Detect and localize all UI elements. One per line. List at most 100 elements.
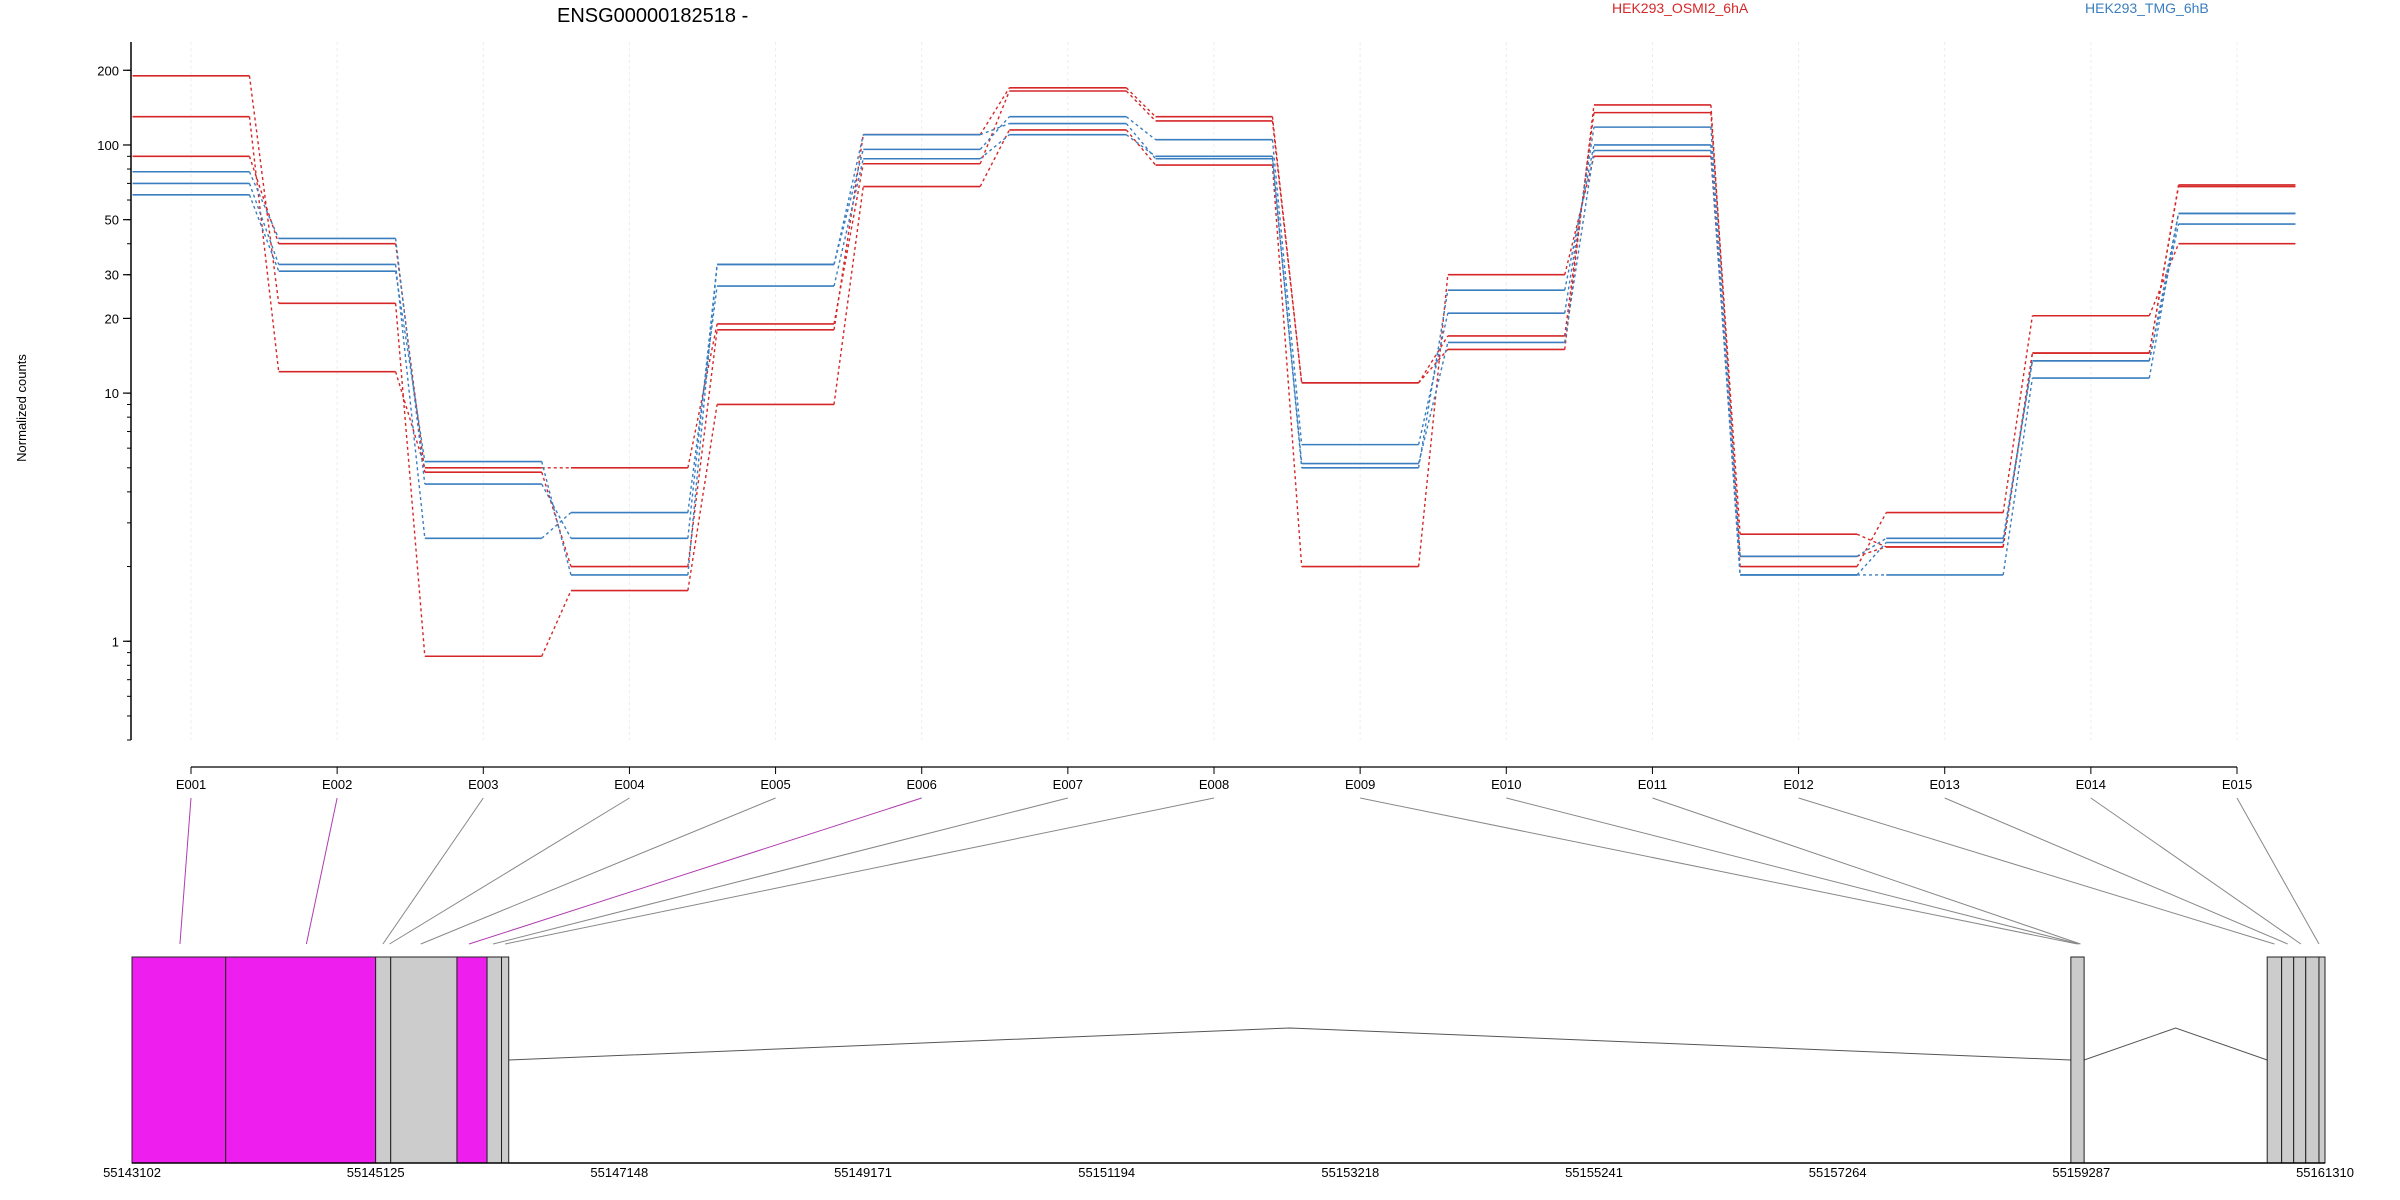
genome-coord-label: 55155241: [1565, 1165, 1623, 1180]
exon-box-E013: [2318, 956, 2326, 1164]
genome-coord-label: 55143102: [103, 1165, 161, 1180]
series-connector: [1417, 342, 1449, 464]
series-connector: [1564, 104, 1595, 350]
series-connector: [1125, 129, 1157, 166]
series-connector: [248, 116, 280, 372]
series-connector: [248, 183, 280, 265]
series-connector: [541, 472, 572, 567]
series-connector: [1564, 127, 1595, 314]
chart-title: ENSG00000182518 -: [557, 5, 748, 27]
x-tick-label-E009: E009: [1345, 777, 1375, 792]
series-tmg-6: [132, 122, 2296, 576]
x-tick-label-E003: E003: [468, 777, 498, 792]
exon-box-E011: [2293, 956, 2307, 1164]
series-connector: [2148, 184, 2180, 354]
bin-connector-E015: [2236, 797, 2320, 945]
series-connector: [1564, 150, 1595, 343]
exon-box-E004: [390, 956, 458, 1164]
bin-connector-E014: [2090, 797, 2302, 945]
exon-box-E003: [375, 956, 392, 1164]
series-connector: [1710, 150, 1741, 576]
bin-connector-E007: [492, 797, 1068, 945]
series-connector: [1564, 144, 1595, 291]
series-connector: [1418, 335, 1449, 384]
series-connector: [833, 134, 864, 330]
genome-coord-label: 55159287: [2052, 1165, 2110, 1180]
x-tick-label-E011: E011: [1638, 777, 1667, 792]
genome-coord-label: 55147148: [590, 1165, 648, 1180]
x-tick-label-E004: E004: [614, 777, 644, 792]
intron-line: [508, 1027, 2071, 1061]
series-connector: [1856, 542, 1887, 576]
series-connector: [394, 271, 426, 462]
x-tick-label-E007: E007: [1053, 777, 1083, 792]
series-connector: [1564, 112, 1595, 337]
y-tick-label-20: 20: [105, 311, 119, 326]
series-connector: [979, 90, 1011, 165]
genome-coord-label: 55151194: [1078, 1165, 1135, 1180]
series-connector: [394, 264, 426, 539]
bin-connector-E004: [389, 797, 630, 945]
series-connector: [687, 404, 718, 591]
series-connector: [1271, 116, 1303, 383]
genome-coord-label: 55161310: [2296, 1165, 2354, 1180]
y-tick-label-100: 100: [97, 138, 119, 153]
bin-connector-E001: [179, 797, 192, 945]
series-connector: [1856, 533, 1887, 548]
exon-box-E008: [2070, 956, 2085, 1164]
series-connector: [2002, 352, 2034, 548]
exon-box-E006: [486, 956, 503, 1164]
exon-box-E012: [2305, 956, 2320, 1164]
bin-connector-E003: [382, 797, 484, 945]
series-connector: [394, 371, 426, 469]
series-connector: [1125, 116, 1156, 141]
series-connector: [1856, 546, 1887, 557]
series-connector: [248, 75, 280, 304]
x-tick-label-E008: E008: [1199, 777, 1229, 792]
x-tick-label-E002: E002: [322, 777, 352, 792]
series-connector: [979, 116, 1010, 150]
exon-box-E007: [501, 956, 510, 1164]
series-connector: [394, 238, 426, 485]
bin-connector-E006: [468, 797, 922, 945]
genome-coord-label: 55145125: [347, 1165, 405, 1180]
series-connector: [833, 134, 864, 265]
series-connector: [1125, 123, 1157, 160]
x-tick-label-E001: E001: [176, 777, 206, 792]
series-connector: [248, 156, 280, 244]
series-connector: [1271, 158, 1303, 464]
series-connector: [1271, 165, 1303, 567]
series-connector: [2002, 360, 2034, 543]
series-connector: [2002, 377, 2034, 576]
series-osmi-3: [132, 86, 2296, 568]
series-connector: [248, 171, 280, 239]
exon-box-E005: [456, 956, 488, 1164]
plot-area: 1 10 20 30 50 100 200 E001 E002 E003 E004 E005 E006 E…: [97, 42, 2296, 792]
series-connector: [2148, 223, 2180, 361]
exon-box-E010: [2281, 956, 2295, 1164]
series-connector: [979, 134, 1010, 160]
series-connector: [2148, 243, 2180, 317]
series-connector: [833, 186, 864, 405]
exon-box-E001: [131, 956, 227, 1164]
bin-connector-E002: [305, 797, 338, 945]
series-connector: [1856, 512, 1887, 567]
series-connector: [687, 285, 718, 513]
series-connector: [979, 122, 1010, 136]
series-connector: [1125, 87, 1157, 118]
series-connector: [2002, 315, 2034, 513]
legend-entry-tmg: HEK293_TMG_6hB: [2085, 0, 2209, 16]
y-axis-label: Normalized counts: [14, 354, 29, 462]
bin-connector-E012: [1798, 797, 2275, 945]
genome-coord-label: 55157264: [1809, 1165, 1867, 1180]
series-connector: [541, 483, 572, 539]
series-connector: [1417, 290, 1449, 468]
series-connector: [1125, 90, 1157, 122]
series-connector: [541, 590, 572, 657]
bin-connector-E009: [1360, 797, 2078, 945]
series-connector: [248, 194, 280, 272]
genome-coord-label: 55149171: [834, 1165, 892, 1180]
series-connector: [541, 512, 572, 539]
series-connector: [1564, 156, 1595, 275]
series-connector: [2148, 213, 2180, 379]
